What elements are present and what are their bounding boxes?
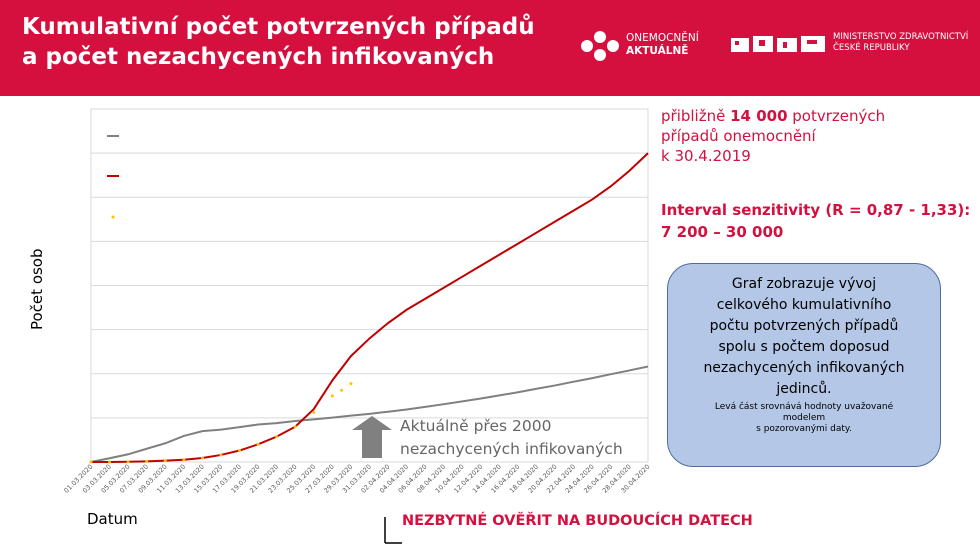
bubble-line-4: spolu s počtem doposud bbox=[718, 339, 890, 355]
observed-point bbox=[330, 394, 334, 398]
observed-point bbox=[89, 460, 93, 464]
logo1-text: ONEMOCNĚNÍ AKTUÁLNĚ bbox=[626, 32, 699, 58]
bubble-small-1: Levá část srovnává hodnoty uvažované bbox=[714, 402, 894, 412]
title-line-1: Kumulativní počet potvrzených případů bbox=[22, 14, 535, 40]
verify-note: NEZBYTNÉ OVĚŘIT NA BUDOUCÍCH DATECH bbox=[402, 513, 753, 529]
arrow-annotation-line-2: nezachycených infikovaných bbox=[400, 440, 623, 458]
onemocneni-aktualne-logo: ONEMOCNĚNÍ AKTUÁLNĚ bbox=[578, 28, 718, 64]
title-line-2: a počet nezachycených infikovaných bbox=[22, 44, 495, 70]
bubble-small-3: s pozorovanými daty. bbox=[756, 424, 852, 434]
y-axis-label: Počet osob bbox=[28, 248, 46, 330]
chart-grid bbox=[90, 108, 649, 463]
observed-point bbox=[238, 449, 242, 453]
observed-point bbox=[256, 442, 260, 446]
undetected-series-line bbox=[90, 365, 649, 463]
logo2-line-1: MINISTERSTVO ZDRAVOTNICTVÍ bbox=[833, 32, 969, 42]
header-bar: Kumulativní počet potvrzených případů a … bbox=[0, 0, 980, 96]
logo2-line-2: ČESKÉ REPUBLIKY bbox=[833, 43, 910, 53]
line-chart: 01.03.202003.03.202005.03.202007.03.2020… bbox=[62, 108, 651, 495]
observed-point bbox=[145, 459, 149, 463]
info-line-3: k 30.4.2019 bbox=[661, 147, 751, 165]
bubble-line-5: nezachycených infikovaných bbox=[703, 360, 905, 376]
arrow-annotation: Aktuálně přes 2000 nezachycených infikov… bbox=[400, 415, 623, 461]
mzcr-emblem-icon bbox=[731, 36, 825, 52]
slide-title: Kumulativní počet potvrzených případů a … bbox=[22, 12, 535, 72]
bubble-small-text: Levá část srovnává hodnoty uvažované mod… bbox=[668, 402, 940, 435]
description-bubble: Graf zobrazuje vývoj celkového kumulativ… bbox=[667, 263, 941, 467]
info-line-2: případů onemocnění bbox=[661, 127, 816, 145]
observed-point bbox=[126, 460, 130, 464]
info-line-1-value: 14 000 bbox=[730, 107, 788, 125]
chart-series bbox=[89, 152, 649, 464]
sensitivity-interval: Interval senzitivity (R = 0,87 - 1,33): … bbox=[661, 199, 970, 243]
info-line-1-pre: přibližně bbox=[661, 107, 731, 125]
ministry-logo: MINISTERSTVO ZDRAVOTNICTVÍ ČESKÉ REPUBLI… bbox=[731, 32, 976, 62]
interval-line-1: Interval senzitivity (R = 0,87 - 1,33): bbox=[661, 201, 971, 219]
bubble-line-6: jedinců. bbox=[776, 381, 832, 397]
arrow-annotation-line-1: Aktuálně přes 2000 bbox=[400, 417, 552, 435]
info-line-1: přibližně 14 000 potvrzených bbox=[661, 106, 885, 126]
interval-line-2: 7 200 – 30 000 bbox=[661, 223, 784, 241]
observed-point bbox=[182, 458, 186, 462]
observed-point bbox=[340, 388, 344, 392]
x-axis-label: Datum bbox=[87, 510, 138, 528]
info-line-1-post: potvrzených bbox=[787, 107, 886, 125]
confirmed-cases-info: přibližně 14 000 potvrzených případů one… bbox=[661, 106, 885, 166]
observed-point bbox=[293, 425, 297, 429]
bubble-small-2: modelem bbox=[782, 413, 826, 423]
arrow-shape bbox=[352, 416, 392, 458]
legend-observed-marker bbox=[111, 215, 115, 219]
observed-point bbox=[312, 410, 316, 414]
dots-logo-icon bbox=[581, 31, 619, 61]
verify-bracket-icon bbox=[384, 517, 402, 544]
chart-legend bbox=[107, 135, 119, 219]
observed-point bbox=[108, 460, 112, 464]
bubble-main-text: Graf zobrazuje vývoj celkového kumulativ… bbox=[668, 274, 940, 400]
observed-point bbox=[275, 435, 279, 439]
logo1-line-1: ONEMOCNĚNÍ bbox=[626, 32, 699, 44]
observed-point bbox=[163, 459, 167, 463]
x-tick-labels: 01.03.202003.03.202005.03.202007.03.2020… bbox=[62, 463, 651, 495]
logo2-text: MINISTERSTVO ZDRAVOTNICTVÍ ČESKÉ REPUBLI… bbox=[833, 32, 968, 54]
observed-point bbox=[349, 382, 353, 386]
observed-point bbox=[219, 453, 223, 457]
bubble-line-3: počtu potvrzených případů bbox=[709, 318, 899, 334]
logo1-line-2: AKTUÁLNĚ bbox=[626, 45, 689, 57]
observed-point bbox=[200, 456, 204, 460]
bubble-line-1: Graf zobrazuje vývoj bbox=[731, 276, 877, 292]
bubble-line-2: celkového kumulativního bbox=[716, 297, 892, 313]
